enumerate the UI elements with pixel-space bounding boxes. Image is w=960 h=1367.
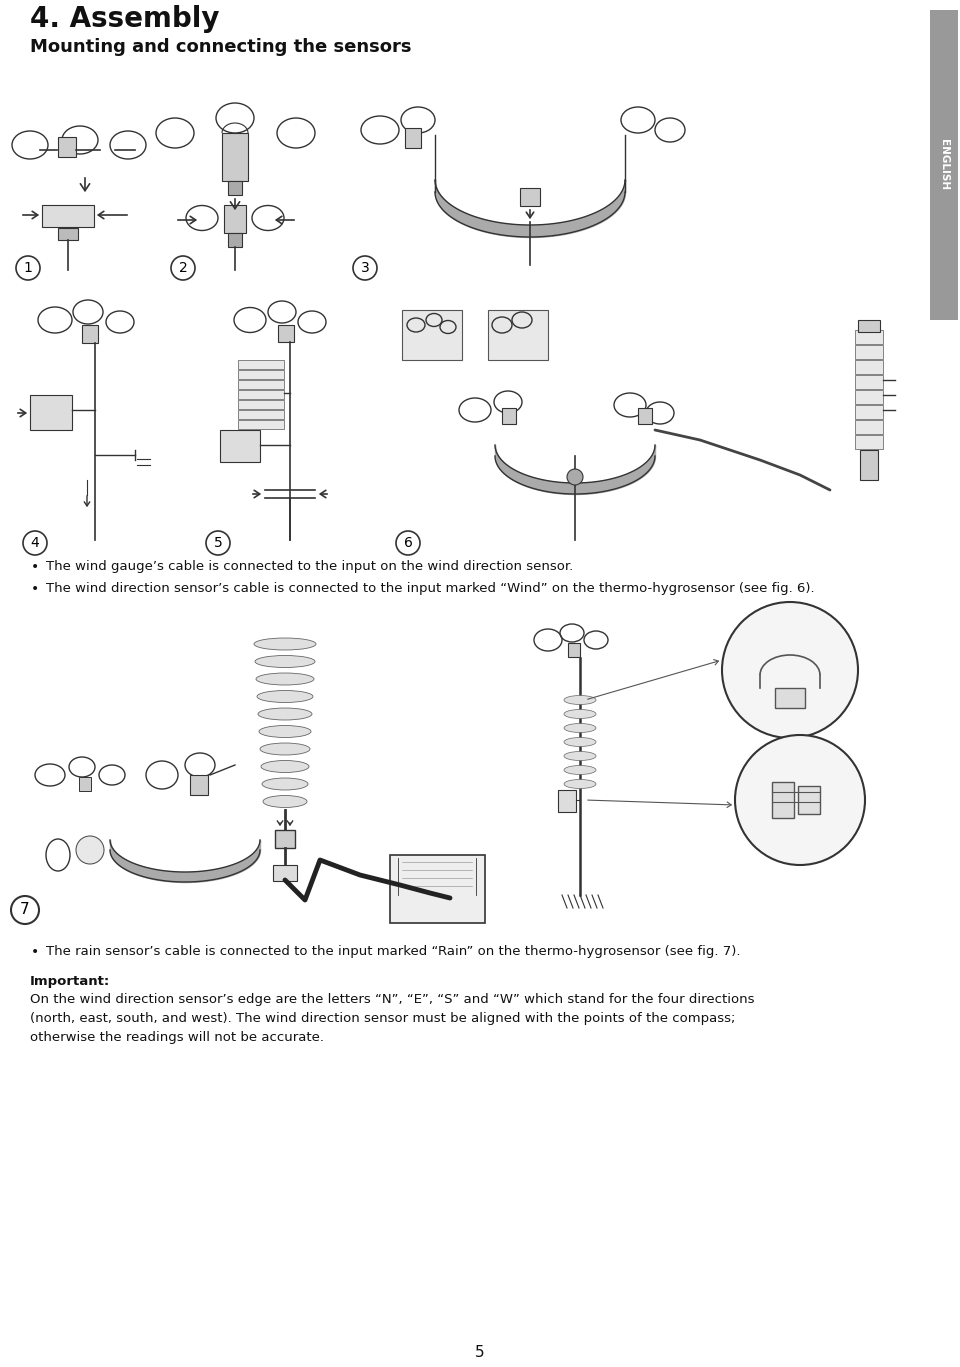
Ellipse shape bbox=[564, 709, 596, 719]
Text: 1: 1 bbox=[24, 261, 33, 275]
Text: 5: 5 bbox=[214, 536, 223, 550]
Bar bbox=[190, 775, 208, 796]
Bar bbox=[855, 420, 883, 433]
Bar bbox=[855, 329, 883, 344]
Bar bbox=[775, 688, 805, 708]
Bar bbox=[855, 344, 883, 360]
Circle shape bbox=[11, 895, 39, 924]
Circle shape bbox=[353, 256, 377, 280]
Text: The wind direction sensor’s cable is connected to the input marked “Wind” on the: The wind direction sensor’s cable is con… bbox=[46, 582, 815, 595]
Bar bbox=[638, 407, 652, 424]
Text: 7: 7 bbox=[20, 902, 30, 917]
Bar bbox=[238, 410, 284, 420]
Bar bbox=[238, 360, 284, 369]
Ellipse shape bbox=[564, 752, 596, 760]
Circle shape bbox=[206, 530, 230, 555]
Bar bbox=[402, 310, 462, 360]
Ellipse shape bbox=[564, 696, 596, 704]
Bar bbox=[855, 360, 883, 375]
Bar bbox=[58, 137, 76, 157]
Circle shape bbox=[567, 469, 583, 485]
Ellipse shape bbox=[259, 726, 311, 738]
Text: 4: 4 bbox=[31, 536, 39, 550]
Bar bbox=[502, 407, 516, 424]
Bar bbox=[82, 325, 98, 343]
Bar bbox=[58, 228, 78, 241]
Bar bbox=[558, 790, 576, 812]
Text: Important:: Important: bbox=[30, 975, 110, 988]
Bar bbox=[238, 390, 284, 399]
Bar bbox=[79, 776, 91, 791]
Bar bbox=[855, 375, 883, 390]
Bar bbox=[278, 325, 294, 342]
Bar bbox=[224, 205, 246, 232]
Ellipse shape bbox=[564, 723, 596, 733]
Circle shape bbox=[735, 735, 865, 865]
Circle shape bbox=[171, 256, 195, 280]
Text: The rain sensor’s cable is connected to the input marked “Rain” on the thermo-hy: The rain sensor’s cable is connected to … bbox=[46, 945, 740, 958]
Text: •: • bbox=[31, 582, 39, 596]
Bar bbox=[228, 232, 242, 247]
Ellipse shape bbox=[256, 673, 314, 685]
Ellipse shape bbox=[261, 760, 309, 772]
Circle shape bbox=[16, 256, 40, 280]
Text: •: • bbox=[31, 945, 39, 960]
Ellipse shape bbox=[258, 708, 312, 720]
Bar bbox=[220, 431, 260, 462]
Circle shape bbox=[23, 530, 47, 555]
Text: 5: 5 bbox=[475, 1345, 485, 1360]
Text: 3: 3 bbox=[361, 261, 370, 275]
Ellipse shape bbox=[260, 744, 310, 755]
Bar bbox=[520, 189, 540, 206]
Bar bbox=[238, 420, 284, 429]
Text: 2: 2 bbox=[179, 261, 187, 275]
Text: The wind gauge’s cable is connected to the input on the wind direction sensor.: The wind gauge’s cable is connected to t… bbox=[46, 560, 573, 573]
Bar bbox=[858, 320, 880, 332]
Bar bbox=[405, 128, 421, 148]
Bar bbox=[275, 830, 295, 848]
Bar bbox=[238, 401, 284, 409]
Ellipse shape bbox=[255, 656, 315, 667]
Circle shape bbox=[396, 530, 420, 555]
Bar bbox=[30, 395, 72, 431]
Bar bbox=[855, 390, 883, 405]
Text: ENGLISH: ENGLISH bbox=[939, 139, 949, 190]
Ellipse shape bbox=[564, 766, 596, 775]
Ellipse shape bbox=[564, 738, 596, 746]
Ellipse shape bbox=[263, 796, 307, 808]
Bar bbox=[855, 435, 883, 448]
Bar bbox=[860, 450, 878, 480]
Bar bbox=[238, 370, 284, 379]
Bar bbox=[855, 405, 883, 420]
Bar bbox=[42, 205, 94, 227]
Ellipse shape bbox=[254, 638, 316, 649]
Bar bbox=[273, 865, 297, 880]
Ellipse shape bbox=[257, 690, 313, 703]
Text: On the wind direction sensor’s edge are the letters “N”, “E”, “S” and “W” which : On the wind direction sensor’s edge are … bbox=[30, 992, 755, 1044]
Bar bbox=[568, 642, 580, 658]
Circle shape bbox=[76, 837, 104, 864]
Bar bbox=[390, 854, 485, 923]
Text: Mounting and connecting the sensors: Mounting and connecting the sensors bbox=[30, 38, 412, 56]
Text: 4. Assembly: 4. Assembly bbox=[30, 5, 220, 33]
Bar bbox=[798, 786, 820, 813]
Bar bbox=[228, 180, 242, 195]
Bar bbox=[930, 10, 958, 320]
Bar bbox=[488, 310, 548, 360]
Circle shape bbox=[722, 601, 858, 738]
Ellipse shape bbox=[262, 778, 308, 790]
Bar bbox=[772, 782, 794, 817]
Text: •: • bbox=[31, 560, 39, 574]
Bar bbox=[238, 380, 284, 390]
Bar bbox=[222, 133, 248, 180]
Text: 6: 6 bbox=[403, 536, 413, 550]
Ellipse shape bbox=[564, 779, 596, 789]
